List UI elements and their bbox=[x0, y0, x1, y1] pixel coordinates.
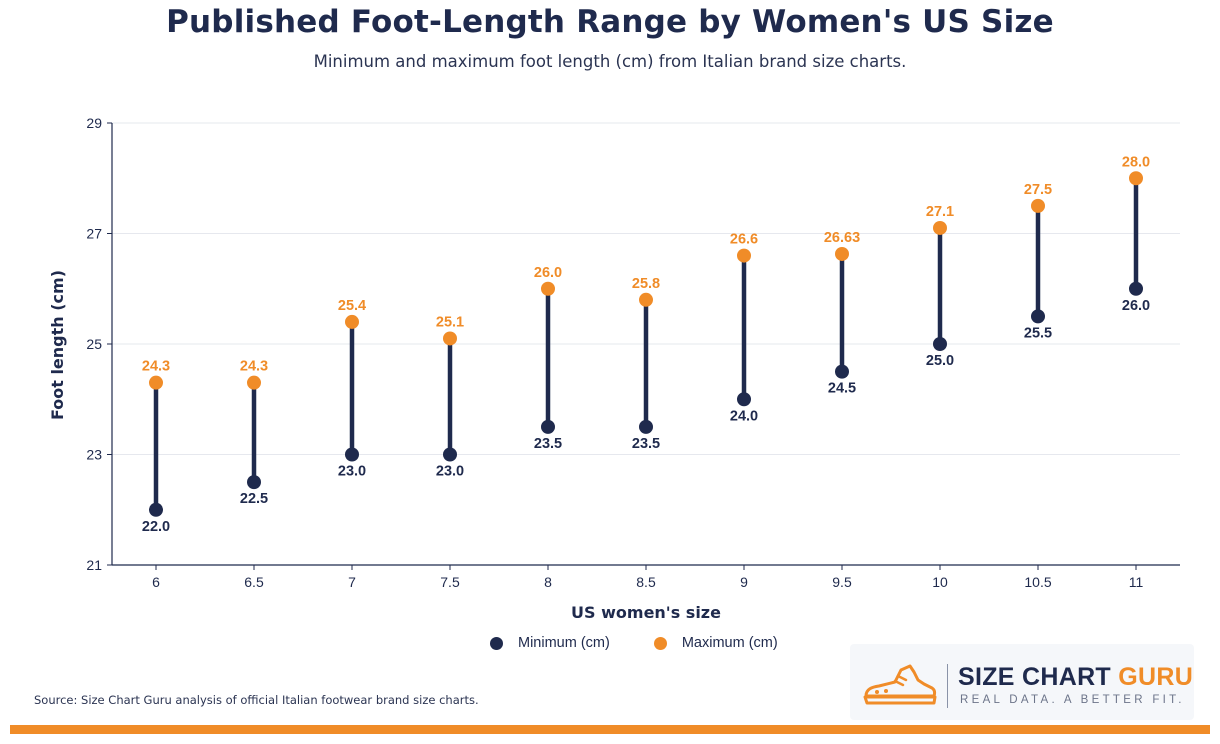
minimum-point bbox=[639, 419, 653, 434]
x-tick-label: 8 bbox=[544, 574, 552, 590]
maximum-point bbox=[1129, 171, 1143, 186]
legend-item-maximum: Maximum (cm) bbox=[653, 635, 778, 651]
legend-marker-maximum bbox=[653, 636, 667, 650]
minimum-point bbox=[247, 475, 261, 490]
brand-name-part1: SIZE CHART bbox=[958, 663, 1111, 691]
x-tick-label: 9.5 bbox=[832, 574, 852, 590]
x-axis-label: US women's size bbox=[571, 603, 721, 622]
x-tick-label: 6.5 bbox=[244, 574, 264, 590]
x-tick-label: 11 bbox=[1129, 574, 1144, 590]
maximum-point bbox=[443, 331, 457, 346]
brand-name: SIZE CHART GURU bbox=[958, 663, 1193, 692]
bottom-accent-bar bbox=[10, 725, 1210, 734]
minimum-data-label: 24.5 bbox=[828, 381, 856, 397]
maximum-point bbox=[345, 314, 359, 329]
minimum-data-label: 24.0 bbox=[730, 408, 758, 424]
chart-marks: 22.0 24.3 22.5 24.3 23.0 25.4 23.0 25.1 23.5 26.0… bbox=[142, 154, 1150, 535]
maximum-point bbox=[835, 246, 849, 261]
minimum-data-label: 22.0 bbox=[142, 519, 170, 535]
minimum-point bbox=[1129, 281, 1143, 296]
minimum-data-label: 23.0 bbox=[436, 464, 464, 480]
minimum-data-label: 23.5 bbox=[534, 436, 562, 452]
sneaker-icon bbox=[863, 664, 937, 705]
maximum-data-label: 26.6 bbox=[730, 232, 758, 248]
x-tick-label: 6 bbox=[152, 574, 160, 590]
legend-label-maximum: Maximum (cm) bbox=[681, 635, 778, 651]
maximum-data-label: 28.0 bbox=[1122, 154, 1150, 170]
legend-item-minimum: Minimum (cm) bbox=[490, 635, 610, 651]
x-tick-label: 7 bbox=[348, 574, 356, 590]
y-tick-label: 27 bbox=[86, 226, 102, 242]
logo-divider bbox=[947, 664, 948, 708]
maximum-point bbox=[639, 292, 653, 307]
minimum-data-label: 23.5 bbox=[632, 436, 660, 452]
legend-label-minimum: Minimum (cm) bbox=[518, 635, 610, 651]
minimum-point bbox=[443, 447, 457, 462]
chart-legend: Minimum (cm) Maximum (cm) bbox=[490, 635, 822, 651]
legend-marker-minimum bbox=[490, 636, 503, 650]
minimum-data-label: 22.5 bbox=[240, 491, 268, 507]
source-note: Source: Size Chart Guru analysis of offi… bbox=[34, 693, 479, 707]
maximum-data-label: 25.1 bbox=[436, 314, 464, 330]
y-tick-label: 21 bbox=[86, 557, 102, 573]
x-tick-label: 7.5 bbox=[440, 574, 460, 590]
y-tick-label: 25 bbox=[86, 336, 102, 352]
y-tick-label: 23 bbox=[86, 447, 102, 463]
y-tick-label: 29 bbox=[86, 115, 102, 131]
maximum-data-label: 24.3 bbox=[142, 359, 170, 375]
axes: 21 23 25 27 29 6 6.5 7 7.5 8 8.5 9 9.5 10 10.5 11 bbox=[86, 115, 1180, 590]
maximum-point bbox=[247, 375, 261, 390]
minimum-data-label: 25.0 bbox=[926, 353, 954, 369]
maximum-data-label: 25.4 bbox=[338, 298, 366, 314]
brand-tagline: REAL DATA. A BETTER FIT. bbox=[960, 694, 1185, 706]
y-axis-label: Foot length (cm) bbox=[48, 270, 67, 420]
minimum-point bbox=[835, 364, 849, 379]
x-tick-label: 9 bbox=[740, 574, 748, 590]
maximum-point bbox=[149, 375, 163, 390]
maximum-data-label: 26.0 bbox=[534, 265, 562, 281]
minimum-point bbox=[737, 392, 751, 407]
minimum-data-label: 25.5 bbox=[1024, 325, 1052, 341]
brand-logo: SIZE CHART GURU REAL DATA. A BETTER FIT. bbox=[850, 644, 1194, 720]
brand-name-part2: GURU bbox=[1118, 663, 1194, 691]
minimum-data-label: 26.0 bbox=[1122, 298, 1150, 314]
maximum-point bbox=[737, 248, 751, 263]
maximum-point bbox=[933, 220, 947, 235]
maximum-data-label: 27.5 bbox=[1024, 182, 1052, 198]
x-tick-label: 8.5 bbox=[636, 574, 656, 590]
chart-subtitle: Minimum and maximum foot length (cm) fro… bbox=[313, 52, 907, 71]
minimum-point bbox=[933, 337, 947, 351]
minimum-point bbox=[541, 419, 555, 434]
chart-title: Published Foot-Length Range by Women's U… bbox=[166, 4, 1054, 40]
x-tick-label: 10.5 bbox=[1024, 574, 1051, 590]
maximum-point bbox=[1031, 198, 1045, 213]
minimum-point bbox=[149, 502, 163, 517]
maximum-data-label: 24.3 bbox=[240, 359, 268, 375]
minimum-data-label: 23.0 bbox=[338, 464, 366, 480]
maximum-data-label: 25.8 bbox=[632, 276, 660, 292]
minimum-point bbox=[345, 447, 359, 462]
maximum-data-label: 26.63 bbox=[824, 230, 860, 246]
x-tick-label: 10 bbox=[932, 574, 948, 590]
maximum-point bbox=[541, 281, 555, 296]
minimum-point bbox=[1031, 309, 1045, 324]
maximum-data-label: 27.1 bbox=[926, 204, 954, 220]
